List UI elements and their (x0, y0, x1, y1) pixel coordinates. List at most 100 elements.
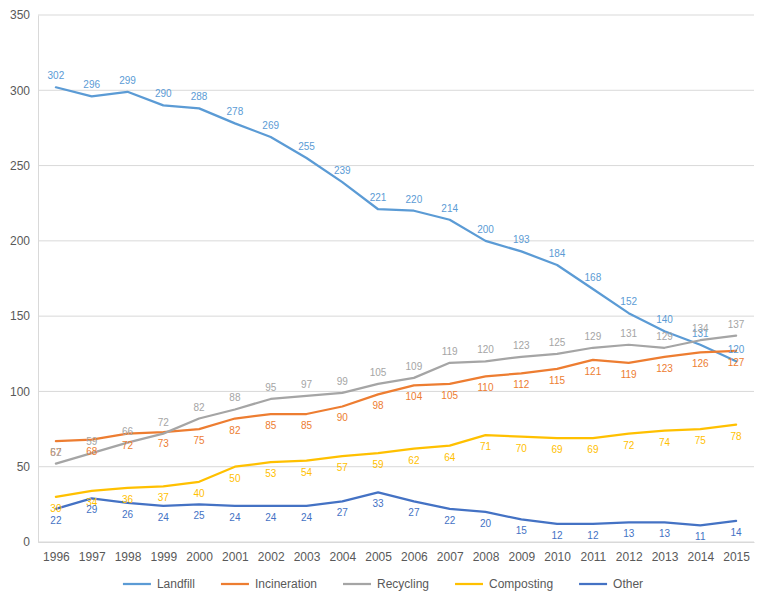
legend-item: Incineration (221, 577, 317, 591)
data-label: 105 (441, 390, 458, 401)
data-label: 25 (194, 510, 206, 521)
y-tick: 0 (23, 535, 38, 549)
grid-line (38, 316, 754, 317)
data-label: 115 (549, 375, 565, 386)
data-label: 255 (298, 141, 315, 152)
data-label: 288 (191, 91, 208, 102)
data-label: 129 (585, 331, 602, 342)
data-label: 119 (621, 369, 637, 380)
series-line (56, 425, 736, 497)
series-line (56, 351, 736, 441)
x-tick-label: 2004 (329, 550, 356, 564)
x-tick-label: 1997 (79, 550, 106, 564)
series-line (56, 336, 736, 464)
data-label: 50 (229, 473, 241, 484)
legend-label: Incineration (255, 577, 317, 591)
legend-item: Recycling (343, 577, 429, 591)
y-tick-label: 250 (10, 159, 30, 173)
data-label: 120 (477, 344, 494, 355)
x-tick-label: 2013 (652, 550, 679, 564)
x-tick-label: 2007 (437, 550, 464, 564)
data-label: 98 (373, 400, 385, 411)
grid-line (38, 542, 754, 543)
data-label: 129 (656, 331, 673, 342)
data-label: 33 (373, 498, 385, 509)
data-label: 137 (728, 319, 745, 330)
data-label: 69 (552, 444, 564, 455)
data-label: 72 (158, 417, 170, 428)
x-tick: 2011 (580, 542, 606, 564)
data-label: 119 (442, 346, 458, 357)
x-axis: 1996199719981999200020012002200320042005… (39, 542, 755, 564)
x-tick: 2006 (401, 542, 428, 564)
x-tick-label: 2015 (723, 550, 750, 564)
data-label: 95 (265, 382, 277, 393)
data-label: 22 (50, 515, 62, 526)
x-tick: 2002 (258, 542, 285, 564)
y-tick: 50 (17, 460, 38, 474)
x-tick-label: 1999 (150, 550, 177, 564)
x-tick: 2015 (723, 542, 750, 564)
x-tick: 2000 (186, 542, 213, 564)
data-label: 78 (731, 431, 743, 442)
legend-label: Recycling (377, 577, 429, 591)
x-tick-label: 1996 (43, 550, 70, 564)
y-tick: 250 (10, 159, 38, 173)
data-label: 69 (587, 444, 599, 455)
data-label: 52 (50, 447, 62, 458)
data-label: 302 (48, 70, 65, 81)
data-label: 12 (552, 530, 564, 541)
x-tick: 1996 (43, 542, 70, 564)
y-tick-label: 150 (10, 309, 30, 323)
data-label: 82 (229, 425, 241, 436)
data-label: 67 (50, 447, 62, 458)
data-label: 127 (728, 357, 745, 368)
data-label: 123 (513, 340, 530, 351)
x-tick: 2010 (544, 542, 571, 564)
data-label: 214 (441, 203, 458, 214)
data-label: 30 (50, 503, 62, 514)
data-label: 290 (155, 88, 172, 99)
x-tick-label: 2003 (294, 550, 321, 564)
data-label: 278 (227, 106, 244, 117)
chart: 0 50 100 150 2002 50 300 350 1996 1997 1998 1999 200… (0, 0, 766, 604)
data-label: 126 (692, 358, 709, 369)
data-labels: 3022962992902882782692552392212202142001… (48, 70, 745, 542)
x-axis-line (39, 542, 755, 543)
x-tick: 2007 (437, 542, 464, 564)
data-label: 168 (585, 272, 602, 283)
x-tick: 2009 (508, 542, 535, 564)
grid-line (38, 90, 754, 91)
data-label: 24 (229, 512, 241, 523)
plot: 0 50 100 150 2002 50 300 350 1996 1997 1998 1999 200… (10, 8, 755, 563)
data-label: 11 (695, 531, 706, 542)
legend-item: Other (579, 577, 643, 591)
y-tick-label: 350 (10, 8, 30, 22)
y-tick-label: 0 (23, 535, 30, 549)
y-tick: 150 (10, 309, 38, 323)
data-label: 104 (406, 391, 423, 402)
x-tick-label: 2012 (616, 550, 643, 564)
data-label: 14 (731, 527, 743, 538)
x-tick: 2008 (473, 542, 500, 564)
data-label: 59 (373, 459, 385, 470)
data-label: 134 (692, 323, 709, 334)
data-label: 64 (444, 452, 456, 463)
x-tick: 2014 (687, 542, 714, 564)
x-tick-label: 2008 (473, 550, 500, 564)
data-label: 105 (370, 367, 387, 378)
grid-line (38, 240, 754, 241)
legend-swatch (221, 583, 249, 585)
x-tick-label: 2000 (186, 550, 213, 564)
y-tick: 100 (10, 385, 38, 399)
data-label: 193 (513, 234, 530, 245)
data-label: 20 (480, 518, 492, 529)
data-label: 75 (194, 435, 206, 446)
grid (38, 15, 754, 542)
y-tick-label: 300 (10, 84, 30, 98)
x-tick-label: 1998 (115, 550, 142, 564)
data-label: 85 (265, 420, 277, 431)
data-label: 85 (301, 420, 313, 431)
grid-line (38, 165, 754, 166)
data-label: 29 (86, 504, 98, 515)
